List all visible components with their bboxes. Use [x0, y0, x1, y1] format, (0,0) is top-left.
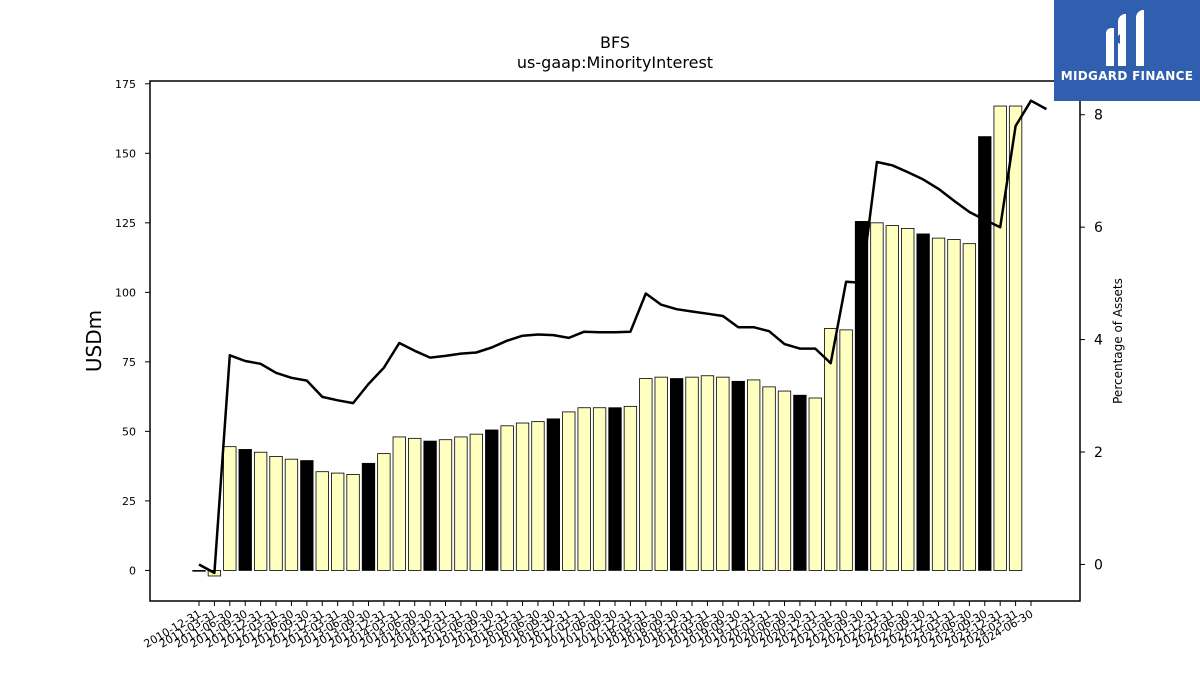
y2-tick-label: 4 — [1094, 333, 1103, 349]
bar-2013-12-31 — [377, 453, 391, 571]
y2-tick-label: 6 — [1094, 220, 1103, 236]
bar-2014-03-31 — [392, 436, 406, 571]
y-tick-label: 50 — [122, 425, 136, 438]
bar-2017-12-31 — [623, 405, 638, 571]
bar-2011-09-30 — [238, 449, 252, 571]
y-axis-right: 0 2 4 6 8 — [1080, 108, 1103, 573]
bar-2018-12-31 — [685, 376, 699, 571]
bar-2013-03-31 — [331, 472, 345, 571]
bar-2011-06-30 — [223, 446, 237, 571]
y-axis-left: 0 25 50 75 100 125 150 175 — [115, 78, 150, 577]
bar-2023-06-30 — [962, 243, 977, 571]
bar-2023-09-30 — [978, 136, 992, 571]
bar-2014-06-30 — [408, 437, 422, 571]
bar-2012-06-30 — [284, 458, 299, 571]
y-tick-label: 150 — [115, 147, 136, 160]
bar-2021-12-31 — [870, 222, 884, 571]
bar-2021-03-31 — [824, 328, 838, 571]
bar-2020-03-31 — [762, 386, 776, 571]
bar-2018-06-30 — [654, 376, 668, 571]
bar-2019-09-30 — [731, 380, 745, 571]
x-axis: 2010-12-312011-03-312011-06-302011-09-30… — [142, 601, 1036, 651]
y-tick-label: 0 — [129, 564, 136, 577]
bar-2023-03-31 — [947, 239, 961, 571]
pct-assets-line — [198, 99, 1047, 575]
bar-2019-03-31 — [700, 375, 715, 571]
bar-2016-06-30 — [531, 421, 545, 571]
bar-2017-06-30 — [592, 407, 607, 571]
y2-tick-label: 2 — [1094, 445, 1103, 461]
bar-2022-12-31 — [931, 237, 946, 571]
y2-tick-label: 0 — [1094, 557, 1103, 573]
midgard-logo-icon — [1106, 10, 1144, 66]
bar-2024-03-31 — [1008, 105, 1023, 571]
y-tick-label: 175 — [115, 78, 136, 91]
bar-2015-09-30 — [485, 429, 499, 571]
y2-tick-label: 8 — [1094, 108, 1103, 124]
bar-2015-03-31 — [454, 436, 468, 571]
bar-2015-12-31 — [500, 425, 514, 571]
bar-2018-03-31 — [639, 378, 653, 571]
chart-subtitle: us-gaap:MinorityInterest — [517, 53, 713, 72]
y-tick-label: 25 — [122, 495, 136, 508]
bar-2011-12-31 — [253, 451, 268, 571]
bar-2016-03-31 — [515, 422, 530, 571]
y-tick-label: 125 — [115, 217, 136, 230]
bar-2022-06-30 — [901, 227, 915, 571]
bar-2018-09-30 — [669, 378, 684, 571]
bar-2014-12-31 — [438, 439, 453, 571]
bar-2017-09-30 — [608, 407, 622, 571]
bar-2010-12-31 — [192, 570, 206, 572]
bar-2016-09-30 — [546, 418, 561, 571]
bar-2014-09-30 — [423, 440, 437, 571]
y-tick-label: 100 — [115, 286, 136, 299]
y-tick-label: 75 — [122, 356, 136, 369]
bar-2012-03-31 — [269, 456, 283, 571]
chart-title: BFS — [600, 33, 630, 52]
bar-2013-06-30 — [346, 474, 360, 571]
bar-2013-09-30 — [361, 462, 376, 571]
y2-axis-label: Percentage of Assets — [1111, 278, 1125, 404]
bar-2012-12-31 — [315, 471, 329, 571]
bar-2022-03-31 — [885, 225, 899, 571]
bar-2020-12-31 — [808, 397, 822, 571]
brand-name: MIDGARD FINANCE — [1060, 69, 1194, 83]
bar-2015-06-30 — [469, 433, 483, 571]
bar-2019-06-30 — [716, 376, 730, 571]
bar-2022-09-30 — [916, 233, 930, 571]
pct-assets-line-series — [198, 99, 1047, 575]
bar-2016-12-31 — [562, 411, 576, 571]
brand-logo: MIDGARD FINANCE — [1054, 0, 1200, 101]
bar-2023-12-31 — [993, 105, 1007, 571]
bar-2019-12-31 — [747, 379, 761, 571]
bar-2021-09-30 — [854, 221, 869, 571]
bar-2020-06-30 — [777, 390, 792, 571]
bar-2020-09-30 — [793, 394, 807, 571]
bar-2012-09-30 — [300, 460, 314, 571]
bar-series — [192, 105, 1023, 577]
bar-2017-03-31 — [577, 407, 591, 571]
y-axis-label: USDm — [82, 310, 106, 372]
bar-2021-06-30 — [839, 329, 853, 571]
